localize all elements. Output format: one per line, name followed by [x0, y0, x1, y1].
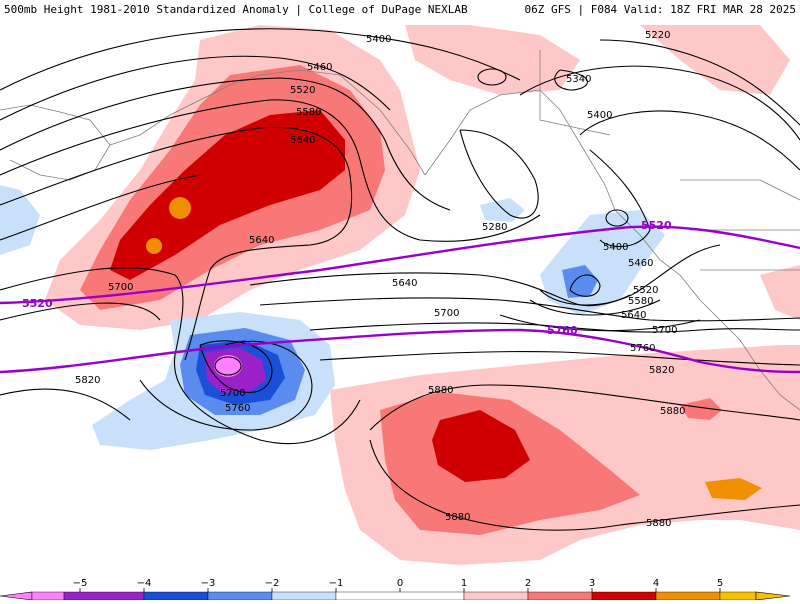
colorbar-tick-label: 3 [589, 578, 595, 589]
model-valid-time: 06Z GFS | F084 Valid: 18Z FRI MAR 28 202… [524, 3, 796, 16]
contour-label: 5400 [603, 242, 628, 253]
colorbar-tick-label: 5 [717, 578, 723, 589]
thickness-line-5760 [0, 328, 800, 374]
anomaly-shading [0, 25, 800, 565]
contour-label: 5760 [225, 403, 250, 414]
colorbar-tick-label: −4 [137, 578, 152, 589]
map-canvas: 5400 5460 5520 5580 5640 5640 5700 5280 … [0, 25, 800, 565]
anomaly-positive-1-northeast [640, 25, 790, 95]
contour-label: 5700 [652, 325, 677, 336]
contour-label: 5520 [633, 285, 658, 296]
colorbar-tick-label: 1 [461, 578, 467, 589]
contour-label: 5700 [434, 308, 459, 319]
contour-label: 5400 [587, 110, 612, 121]
colorbar-tick-label: 0 [397, 578, 403, 589]
contour-label: 5820 [75, 375, 100, 386]
map-title: 500mb Height 1981-2010 Standardized Anom… [4, 3, 468, 16]
map-header: 500mb Height 1981-2010 Standardized Anom… [0, 0, 800, 20]
thickness-lines [0, 225, 800, 374]
colorbar-tick-label: −1 [329, 578, 344, 589]
anomaly-positive-1-top [405, 25, 580, 95]
colorbar-left-arrow [0, 591, 33, 601]
anomaly-negative-5-central [214, 355, 242, 377]
anomaly-positive-3-south [432, 410, 530, 482]
anomaly-positive-4-spot-a [169, 197, 191, 219]
contour-label: 5820 [649, 365, 674, 376]
colorbar-ticks: −5 −4 −3 −2 −1 0 1 2 3 4 5 [73, 578, 723, 592]
contour-label: 5580 [628, 296, 653, 307]
contour-label: 5640 [621, 310, 646, 321]
contour-label: 5580 [296, 107, 321, 118]
colorbar-tick-label: −2 [265, 578, 280, 589]
colorbar-segment [463, 591, 529, 601]
contour-label: 5520 [290, 85, 315, 96]
contour-label: 5760 [630, 343, 655, 354]
colorbar-tick-label: 4 [653, 578, 659, 589]
contour-label: 5640 [290, 135, 315, 146]
anomaly-map: 5400 5460 5520 5580 5640 5640 5700 5280 … [0, 20, 800, 575]
colorbar-segment [335, 591, 465, 601]
anomaly-positive-4-spot-b [146, 238, 162, 254]
anomaly-negative-1-gulf [480, 198, 525, 222]
colorbar-right-arrow [755, 591, 791, 601]
colorbar-segment [31, 591, 65, 601]
anomaly-negative-2-east [562, 265, 598, 298]
thickness-label: 5520 [641, 219, 672, 232]
contour-labels: 5400 5460 5520 5580 5640 5640 5700 5280 … [75, 30, 685, 529]
colorbar-segment [207, 591, 273, 601]
contour-label: 5700 [220, 388, 245, 399]
colorbar-svg: −5 −4 −3 −2 −1 0 1 2 3 4 5 [0, 578, 791, 601]
colorbar-tick-label: −5 [73, 578, 88, 589]
thickness-label: 5520 [22, 297, 53, 310]
contour-label: 5880 [646, 518, 671, 529]
anomaly-negative-1-west-edge [0, 185, 40, 255]
colorbar-segment [63, 591, 145, 601]
contour-label: 5880 [428, 385, 453, 396]
anomaly-positive-4-southeast [705, 478, 762, 500]
thickness-label: 5760 [547, 324, 578, 337]
contour-label: 5880 [445, 512, 470, 523]
thickness-labels: 5520 5520 5760 [22, 219, 672, 337]
contour-label: 5640 [249, 235, 274, 246]
colorbar-segment [719, 591, 757, 601]
colorbar-segment [527, 591, 593, 601]
anomaly-positive-3-north [110, 110, 345, 280]
contour-label: 5400 [366, 34, 391, 45]
anomaly-positive-2-east-spot [680, 398, 722, 420]
anomaly-positive-1-east-edge [760, 265, 800, 320]
contour-label: 5340 [566, 74, 591, 85]
colorbar-tick-label: −3 [201, 578, 216, 589]
thickness-line-5520 [0, 225, 800, 305]
colorbar-tick-label: 2 [525, 578, 531, 589]
height-contours [0, 28, 800, 531]
colorbar-segment [591, 591, 657, 601]
contour-label: 5460 [307, 62, 332, 73]
colorbar-segment [655, 591, 721, 601]
contour-label: 5280 [482, 222, 507, 233]
contour-label: 5640 [392, 278, 417, 289]
contour-label: 5700 [108, 282, 133, 293]
colorbar-segment [143, 591, 209, 601]
contour-label: 5880 [660, 406, 685, 417]
colorbar-segment [271, 591, 337, 601]
contour-label: 5220 [645, 30, 670, 41]
color-scale-legend: −5 −4 −3 −2 −1 0 1 2 3 4 5 [0, 575, 800, 601]
contour-label: 5460 [628, 258, 653, 269]
